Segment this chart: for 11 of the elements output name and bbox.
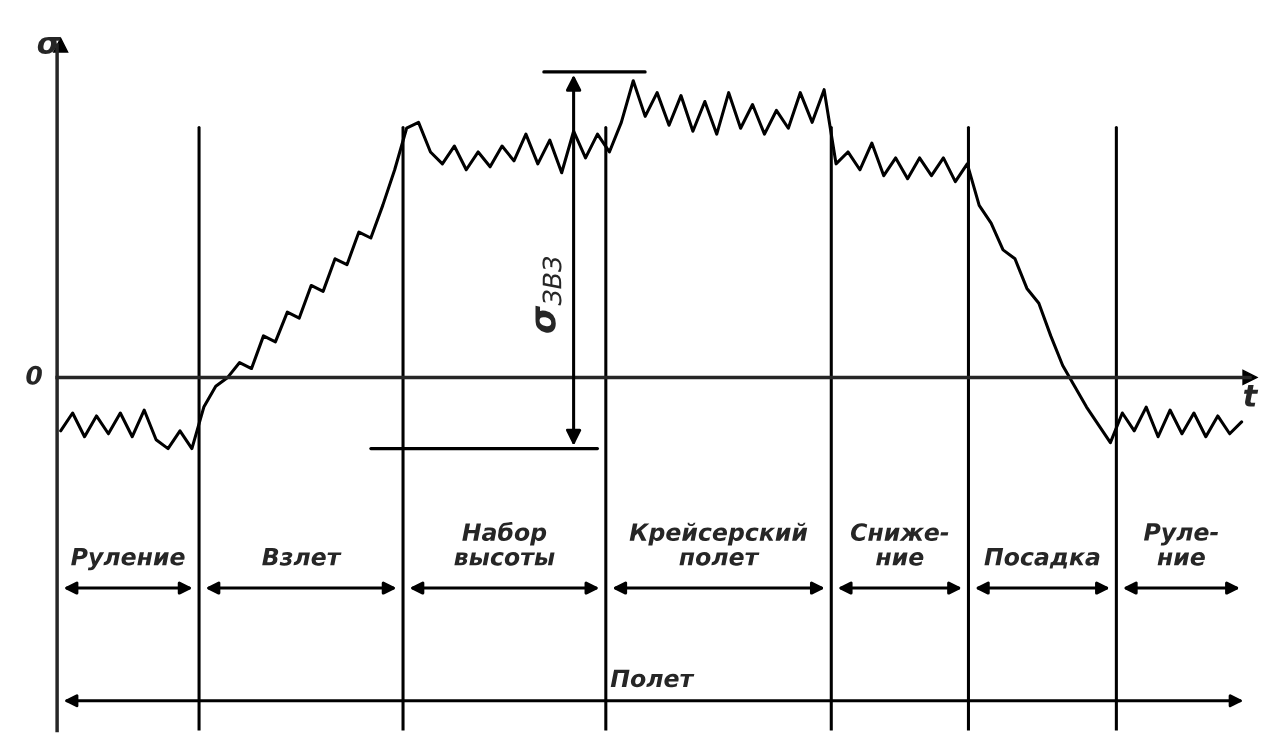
text: Набор высоты <box>454 521 555 566</box>
text: Полет <box>610 669 695 688</box>
text: 0 <box>26 365 42 385</box>
text: Сниже- ние <box>850 523 949 566</box>
text: Руле- ние <box>1143 523 1218 566</box>
annotation: σ$_{ЗВЗ}$ <box>535 256 562 333</box>
text: Взлет <box>262 548 342 566</box>
text: Руление <box>71 547 185 571</box>
text: Посадка <box>984 548 1100 569</box>
text: Крейсерский полет <box>629 522 808 566</box>
x-axis-title: t <box>1243 385 1259 407</box>
